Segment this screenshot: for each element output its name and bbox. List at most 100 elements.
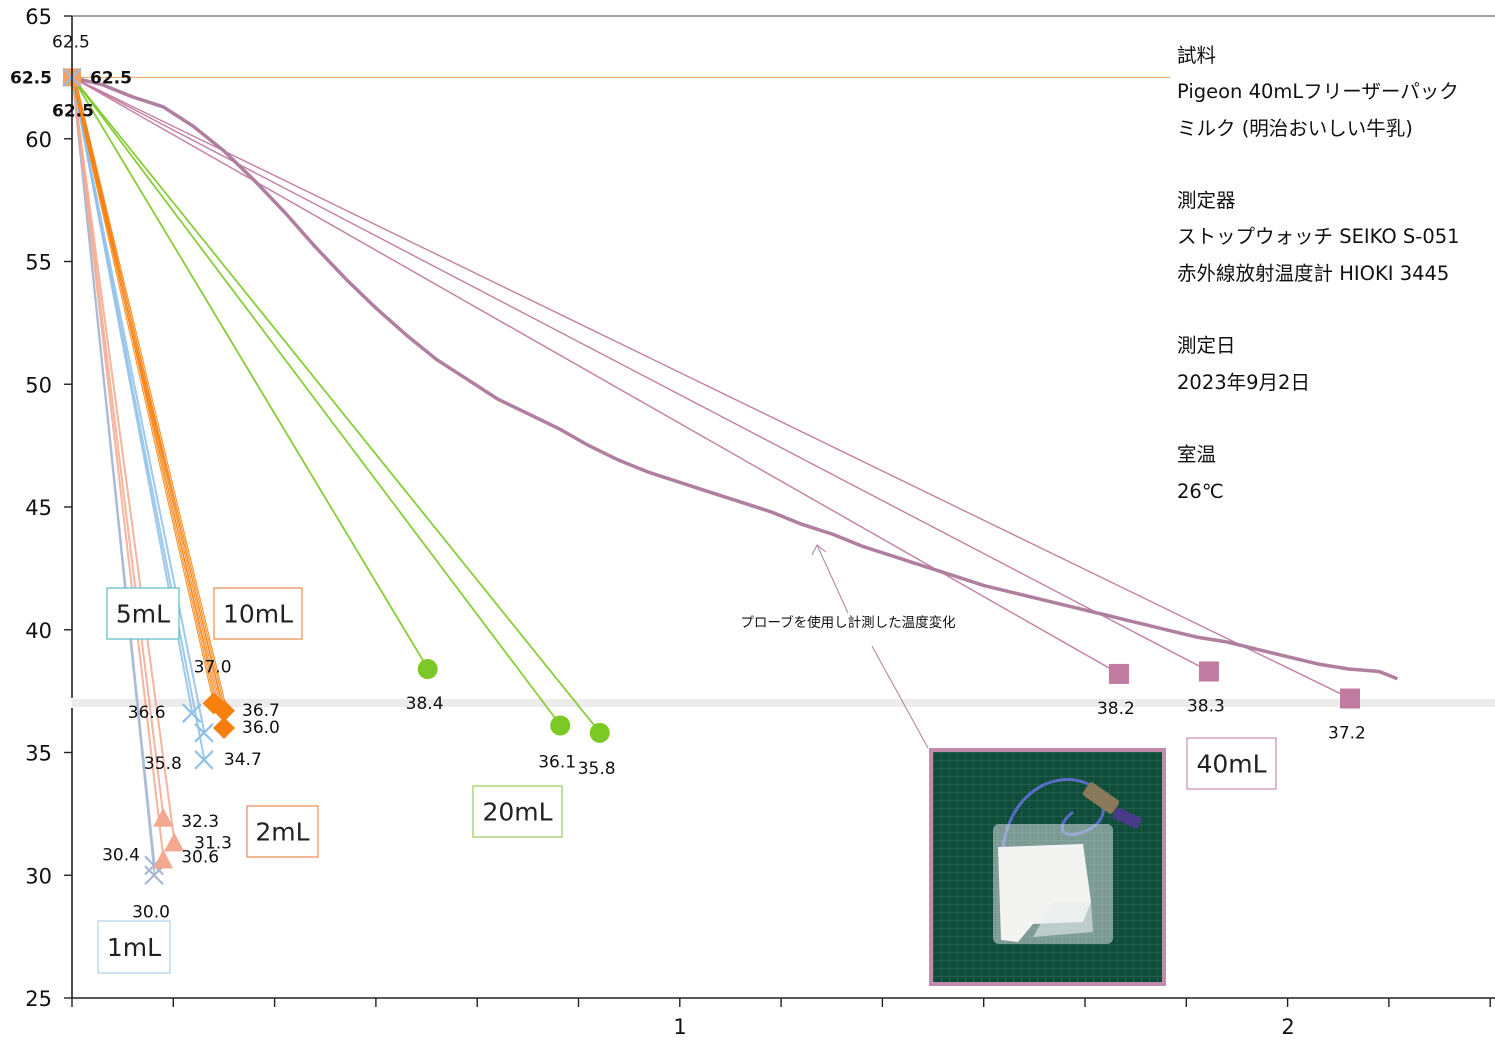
data-label: 31.3 bbox=[194, 833, 232, 853]
data-label: 38.2 bbox=[1097, 699, 1135, 719]
annotation-arrow bbox=[816, 544, 849, 614]
ambient-band bbox=[72, 699, 1495, 707]
axes-layer: 25 30 35 40 45 50 55 60 65 1 2 bbox=[25, 5, 1495, 1039]
fan-line bbox=[71, 77, 225, 729]
probe-curve-layer bbox=[71, 75, 1399, 681]
fan-line bbox=[71, 77, 429, 670]
instrument-line-2: 赤外線放射温度計 HIOKI 3445 bbox=[1177, 261, 1450, 285]
data-label: 37.0 bbox=[194, 657, 232, 677]
2mL-marker bbox=[164, 832, 185, 852]
probe-annotation: プローブを使用し計測した温度変化 bbox=[740, 614, 955, 631]
start-label: 62.5 bbox=[90, 68, 132, 88]
fan-line bbox=[71, 77, 561, 726]
fan-line bbox=[71, 77, 215, 704]
40mL-marker bbox=[1108, 663, 1129, 684]
10mL-marker bbox=[213, 699, 235, 722]
data-label: 35.8 bbox=[144, 754, 182, 774]
series-box bbox=[213, 587, 303, 640]
sample-line-2: ミルク (明治おいしい牛乳) bbox=[1177, 116, 1413, 140]
x-tick-label: 1 bbox=[673, 1015, 686, 1039]
fan-line bbox=[72, 77, 176, 844]
fan-line bbox=[72, 76, 1121, 675]
sample-heading: 試料 bbox=[1177, 44, 1217, 67]
series-name-label: 10mL bbox=[223, 600, 293, 629]
fan-line bbox=[71, 77, 601, 734]
data-label: 35.8 bbox=[578, 759, 616, 779]
probe-curve bbox=[71, 75, 1399, 681]
markers-layer bbox=[62, 67, 1361, 886]
series-box bbox=[97, 920, 171, 974]
series-name-label: 1mL bbox=[107, 933, 161, 962]
1mL-marker bbox=[144, 865, 164, 886]
data-label: 38.3 bbox=[1187, 696, 1225, 716]
fan-line bbox=[72, 77, 562, 726]
data-label: 30.0 bbox=[132, 902, 170, 922]
5mL-marker bbox=[194, 750, 214, 770]
fan-line bbox=[74, 77, 228, 729]
y-tick-label: 40 bbox=[25, 619, 52, 643]
series-box bbox=[1186, 737, 1277, 790]
info-panel: 試料 Pigeon 40mLフリーザーパック ミルク (明治おいしい牛乳) 測定… bbox=[1177, 38, 1495, 510]
y-tick-label: 45 bbox=[25, 496, 52, 520]
series-name-label: 5mL bbox=[116, 600, 170, 629]
info-spacer bbox=[1177, 401, 1495, 437]
2mL-marker bbox=[153, 849, 174, 869]
y-tick-label: 55 bbox=[25, 251, 52, 275]
40mL-marker bbox=[1198, 661, 1219, 682]
fan-line bbox=[72, 76, 1352, 699]
info-spacer bbox=[1177, 147, 1495, 183]
40mL-marker bbox=[1340, 688, 1361, 709]
series-name-label: 2mL bbox=[255, 818, 309, 847]
fan-line bbox=[71, 77, 164, 861]
fan-line bbox=[72, 77, 206, 760]
annotation-layer: プローブを使用し計測した温度変化 bbox=[740, 544, 956, 749]
fan-lines bbox=[71, 76, 1352, 876]
5mL-marker bbox=[181, 703, 202, 723]
data-label: 38.4 bbox=[406, 694, 444, 714]
fan-line bbox=[71, 77, 205, 760]
series-box bbox=[246, 805, 319, 858]
start-label: 62.5 bbox=[52, 101, 94, 121]
instrument-line-1: ストップウォッチ SEIKO S-051 bbox=[1177, 225, 1460, 249]
y-tick-label: 50 bbox=[25, 373, 52, 397]
instrument-heading: 測定器 bbox=[1177, 189, 1236, 213]
fan-line bbox=[74, 77, 228, 711]
photo-leader-line bbox=[871, 645, 929, 749]
data-label: 34.7 bbox=[224, 750, 262, 770]
2mL-marker bbox=[153, 807, 174, 827]
fan-line bbox=[72, 76, 1211, 672]
20mL-marker bbox=[417, 659, 438, 680]
y-tick-label: 60 bbox=[25, 128, 52, 152]
data-label: 37.2 bbox=[1328, 723, 1366, 743]
series-box bbox=[472, 785, 563, 838]
data-label: 36.0 bbox=[242, 718, 280, 738]
labels-layer: 30.4 30.0 1mL 32.331.330.6 2mL 36.6 35.8 34.7 5m… bbox=[10, 32, 1366, 974]
data-label: 30.4 bbox=[102, 845, 140, 865]
20mL-marker bbox=[550, 715, 571, 736]
fan-line bbox=[71, 77, 155, 876]
room-value: 26℃ bbox=[1177, 479, 1224, 503]
start-label: 62.5 bbox=[10, 68, 52, 88]
series-name-label: 40mL bbox=[1196, 750, 1266, 779]
date-heading: 測定日 bbox=[1177, 334, 1236, 358]
data-label: 36.6 bbox=[128, 703, 166, 723]
fan-line bbox=[72, 77, 156, 876]
10mL-marker bbox=[213, 716, 235, 739]
info-spacer bbox=[1177, 292, 1495, 328]
y-tick-label: 30 bbox=[25, 864, 52, 888]
series-box bbox=[106, 587, 180, 640]
fan-line bbox=[72, 77, 165, 861]
fan-line bbox=[72, 77, 430, 670]
probe-photo bbox=[929, 748, 1166, 986]
probe-photo-illustration bbox=[933, 752, 1162, 982]
room-heading: 室温 bbox=[1177, 443, 1217, 467]
fan-line bbox=[72, 77, 206, 733]
series-name-label: 20mL bbox=[482, 798, 552, 827]
annotation-arrowhead bbox=[811, 544, 827, 556]
fan-line bbox=[73, 77, 226, 729]
5mL-marker bbox=[194, 723, 214, 743]
fan-line bbox=[71, 77, 175, 844]
y-tick-label: 25 bbox=[25, 987, 52, 1011]
data-label: 30.6 bbox=[181, 848, 219, 868]
